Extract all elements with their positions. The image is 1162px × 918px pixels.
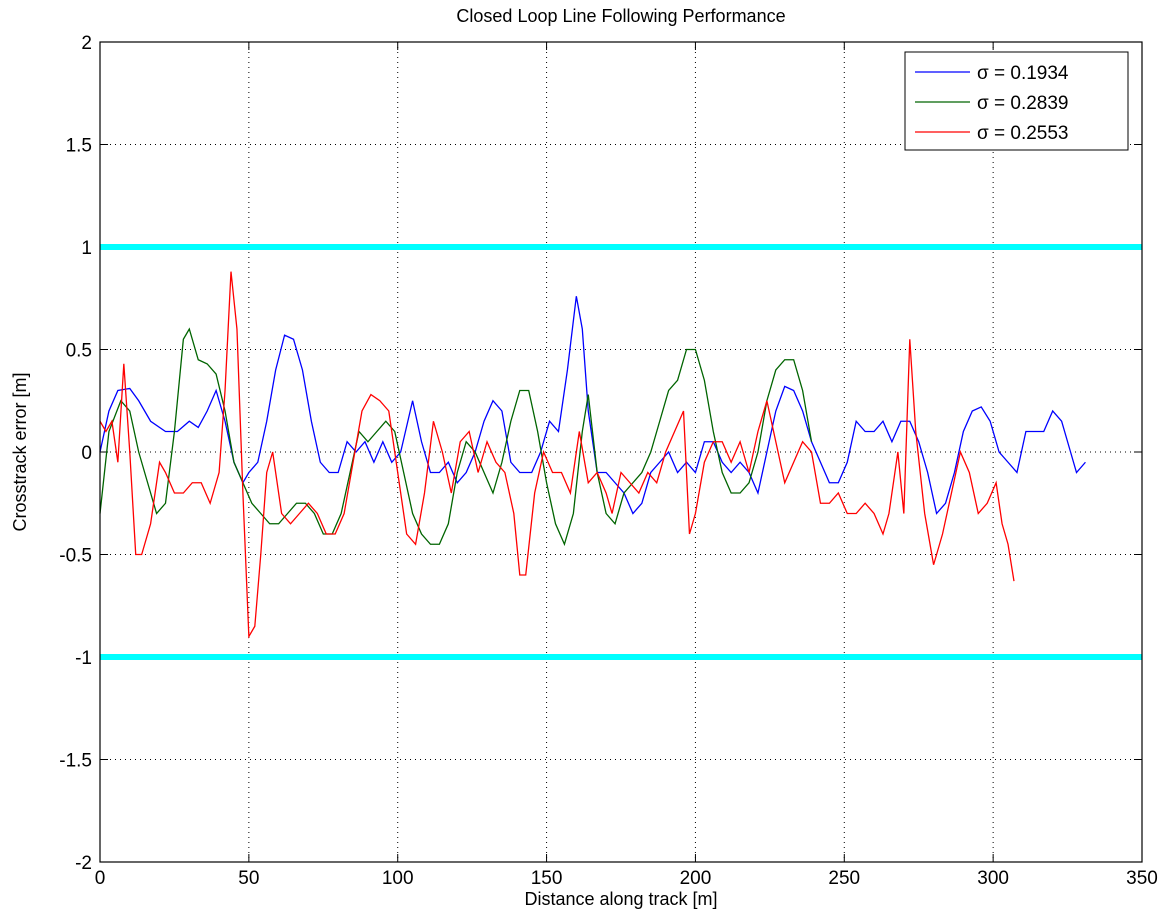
legend-label: σ = 0.1934 [977,63,1069,84]
series-line [99,271,1015,639]
y-tick-label: 0 [81,443,92,464]
plot-frame [99,41,1143,863]
y-tick-label: -0.5 [59,546,92,567]
y-tick-label: -2 [75,853,92,874]
y-axis-label: Crosstrack error [m] [10,372,30,531]
legend-label: σ = 0.2839 [977,93,1069,114]
x-tick-label: 300 [977,868,1009,889]
x-axis-label: Distance along track [m] [524,889,717,909]
legend: σ = 0.1934 σ = 0.2839 σ = 0.2553 [904,51,1129,151]
x-tick-label: 0 [95,868,106,889]
series-line [99,296,1086,515]
chart-title: Closed Loop Line Following Performance [456,6,785,26]
y-tick-label: -1 [75,648,92,669]
y-tick-label: 1.5 [66,136,92,157]
y-tick-label: 1 [81,238,92,259]
x-tick-label: 100 [382,868,414,889]
y-tick-label: 0.5 [66,341,92,362]
legend-box [904,51,1129,151]
x-tick-label: 350 [1126,868,1158,889]
legend-label: σ = 0.2553 [977,123,1069,144]
y-tick-label: -1.5 [59,751,92,772]
series-line [99,327,813,547]
x-tick-label: 200 [680,868,712,889]
x-tick-label: 250 [828,868,860,889]
x-tick-label: 50 [238,868,259,889]
x-tick-label: 150 [531,868,563,889]
y-tick-label: 2 [81,33,92,54]
